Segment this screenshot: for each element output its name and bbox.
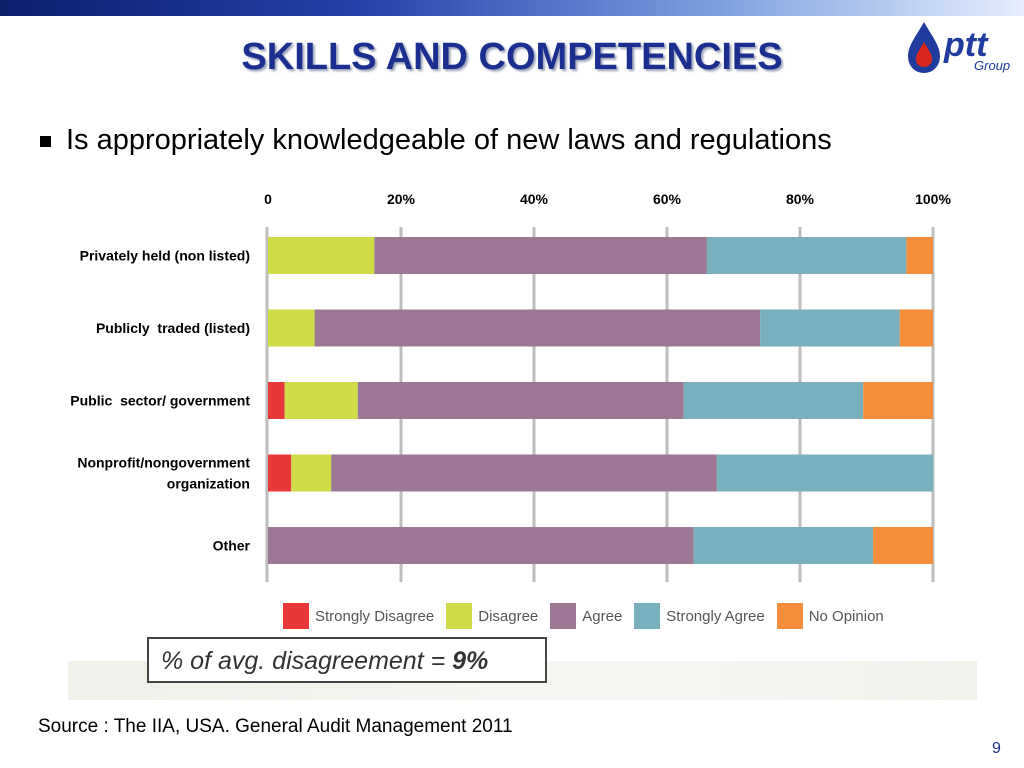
legend-item: Strongly Agree bbox=[634, 603, 765, 629]
bar-segment bbox=[268, 309, 315, 347]
legend-label: Agree bbox=[582, 607, 623, 625]
bar-segment bbox=[899, 309, 933, 347]
page-number: 9 bbox=[992, 740, 1001, 757]
bar-segment bbox=[268, 382, 285, 419]
bar-segment bbox=[683, 382, 864, 419]
chart-legend: Strongly Disagree Disagree Agree Strongly A… bbox=[283, 603, 896, 629]
legend-item: No Opinion bbox=[776, 603, 884, 629]
legend-label: Strongly Disagree bbox=[315, 607, 435, 625]
legend-swatch bbox=[634, 603, 661, 629]
legend-item: Strongly Disagree bbox=[283, 603, 434, 629]
x-tick-label: 80% bbox=[786, 191, 815, 207]
source-citation: Source : The IIA, USA. General Audit Man… bbox=[38, 716, 513, 737]
bullet-square-icon bbox=[40, 136, 51, 147]
category-label: Privately held (non listed) bbox=[80, 248, 250, 264]
stacked-bar-chart: 0 20% 40% 60% 80% 100% Privately held (non lis… bbox=[70, 191, 951, 582]
bar-segment bbox=[716, 454, 933, 492]
bar-segment bbox=[706, 237, 907, 274]
bar-segment bbox=[906, 237, 933, 274]
category-label: Other bbox=[213, 538, 251, 554]
bar-segment bbox=[357, 382, 684, 419]
x-tick-label: 20% bbox=[387, 191, 416, 207]
legend-label: No Opinion bbox=[808, 607, 884, 625]
disagreement-note-label: % of avg. disagreement = bbox=[161, 647, 453, 675]
bar-segment bbox=[873, 527, 933, 564]
bar-segment bbox=[284, 382, 358, 419]
legend-swatch bbox=[550, 603, 577, 629]
x-tick-label: 100% bbox=[915, 191, 951, 207]
bar-segment bbox=[268, 454, 292, 492]
bar-segment bbox=[268, 237, 375, 274]
bar-segment bbox=[314, 309, 761, 347]
legend-item: Agree bbox=[550, 603, 622, 629]
slide-title: SKILLS AND COMPETENCIES bbox=[241, 36, 783, 78]
bar-segment bbox=[268, 527, 694, 564]
category-label: Publicly traded (listed) bbox=[96, 320, 250, 336]
legend-swatch bbox=[446, 603, 473, 629]
bullet-point: Is appropriately knowledgeable of new la… bbox=[40, 124, 832, 157]
x-tick-label: 40% bbox=[520, 191, 549, 207]
category-label: Nonprofit/nongovernment bbox=[77, 455, 250, 471]
top-gradient-band bbox=[0, 0, 1024, 16]
logo-text: ptt bbox=[943, 26, 989, 64]
bar-segment bbox=[374, 237, 707, 274]
bar-segment bbox=[693, 527, 874, 564]
category-label: Public sector/ government bbox=[70, 393, 250, 409]
bullet-text: Is appropriately knowledgeable of new la… bbox=[66, 124, 832, 156]
x-tick-label: 0 bbox=[264, 191, 272, 207]
disagreement-note-value: 9% bbox=[452, 647, 489, 675]
legend-label: Disagree bbox=[478, 607, 539, 625]
category-label: organization bbox=[167, 476, 250, 492]
bar-segment bbox=[291, 454, 332, 492]
bar-segment bbox=[863, 382, 933, 419]
x-tick-label: 60% bbox=[653, 191, 682, 207]
logo-drop-inner-icon bbox=[916, 42, 932, 67]
legend-label: Strongly Agree bbox=[666, 607, 765, 625]
legend-item: Disagree bbox=[446, 603, 538, 629]
disagreement-note: % of avg. disagreement = 9% bbox=[147, 637, 547, 683]
legend-swatch bbox=[776, 603, 803, 629]
logo-subtext: Group bbox=[974, 58, 1010, 73]
bar-segment bbox=[760, 309, 900, 347]
bar-segment bbox=[331, 454, 717, 492]
legend-swatch bbox=[283, 603, 309, 629]
ptt-logo: ptt Group bbox=[902, 18, 1020, 82]
